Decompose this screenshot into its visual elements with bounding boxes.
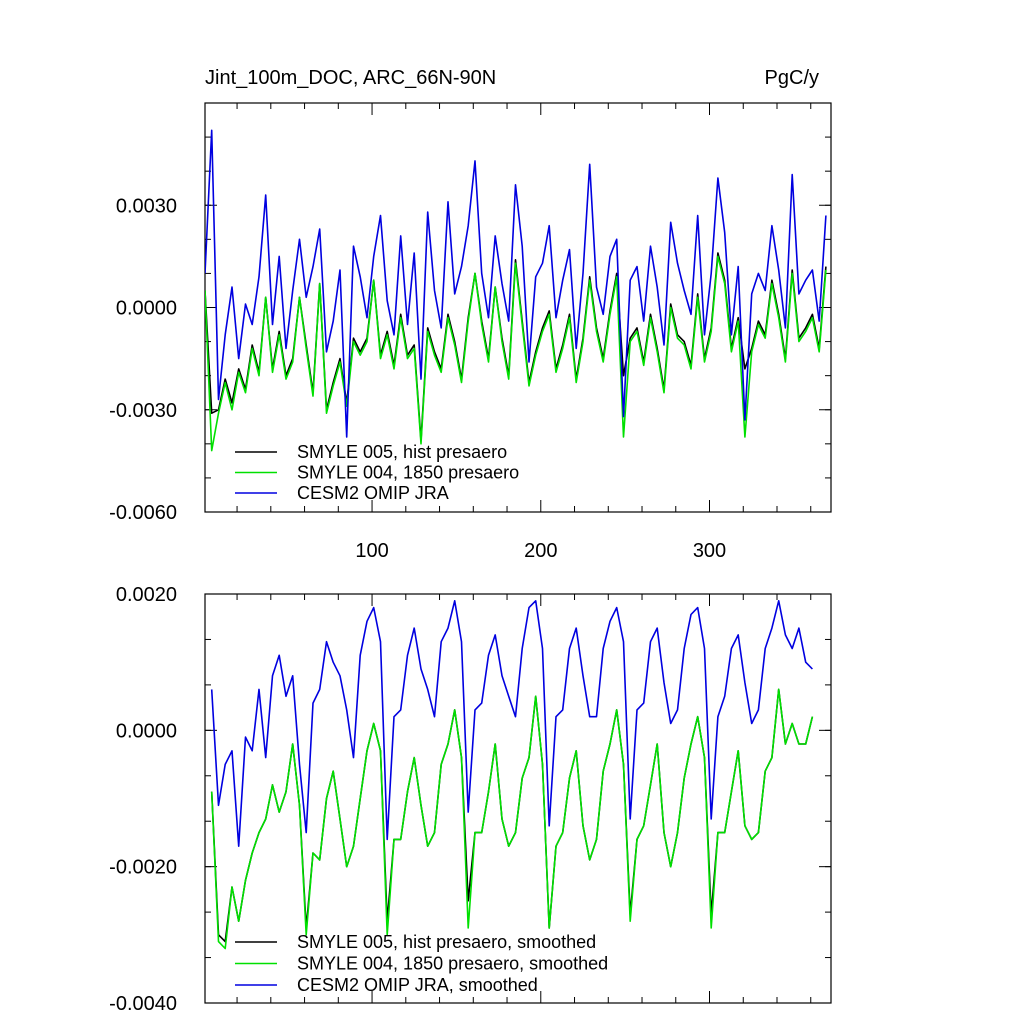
legend-label: CESM2 OMIP JRA <box>297 483 449 503</box>
y-tick-label: -0.0020 <box>109 857 177 879</box>
panel-top: 100 200 300 -0.0060 -0.0030 0.0000 0.0030 Jint_… <box>109 67 832 562</box>
legend-label: SMYLE 005, hist presaero, smoothed <box>297 932 596 952</box>
y-tick-label: -0.0040 <box>109 993 177 1015</box>
y-tick-label: 0.0000 <box>116 720 177 742</box>
series-line-0 <box>210 688 814 943</box>
x-tick-label: 300 <box>693 540 726 562</box>
units-label: PgC/y <box>765 67 819 89</box>
legend-label: SMYLE 004, 1850 presaero, smoothed <box>297 954 608 974</box>
legend-label: SMYLE 005, hist presaero <box>297 442 507 462</box>
y-tick-label: -0.0030 <box>109 400 177 422</box>
y-tick-label: 0.0020 <box>116 584 177 606</box>
series-line-1 <box>210 688 814 950</box>
y-tick-label: -0.0060 <box>109 502 177 524</box>
y-tick-label: 0.0030 <box>116 195 177 217</box>
series-line-2 <box>205 129 827 438</box>
legend-label: SMYLE 004, 1850 presaero <box>297 463 519 483</box>
plot-frame <box>204 593 832 1004</box>
series-line-2 <box>210 599 813 848</box>
chart-title: Jint_100m_DOC, ARC_66N-90N <box>205 67 496 89</box>
panel-bottom: -0.0040 -0.0020 0.0000 0.0020 SMYLE 005, his… <box>109 584 832 1015</box>
series-line-1 <box>205 255 827 452</box>
x-tick-label: 200 <box>524 540 557 562</box>
y-tick-label: 0.0000 <box>116 298 177 320</box>
x-tick-label: 100 <box>355 540 388 562</box>
legend-label: CESM2 OMIP JRA, smoothed <box>297 975 538 995</box>
